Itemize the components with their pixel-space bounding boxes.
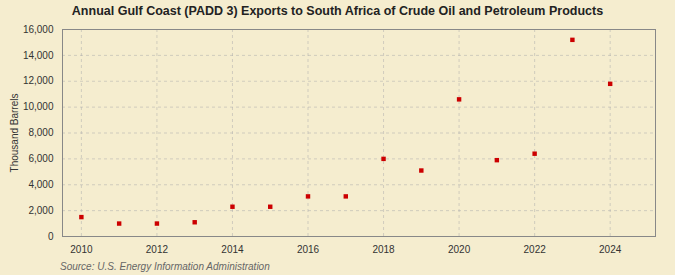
svg-text:4,000: 4,000 (28, 179, 53, 190)
html-text:Annual Gulf Coast (PADD 3) Exp: Annual Gulf Coast (PADD 3) Exports to So… (71, 4, 604, 18)
svg-text:2022: 2022 (524, 244, 547, 255)
svg-text:2,000: 2,000 (28, 205, 53, 216)
svg-text:10,000: 10,000 (23, 101, 54, 112)
svg-text:0: 0 (48, 231, 54, 242)
html-text:Source: U.S. Energy Informatio: Source: U.S. Energy Information Administ… (60, 261, 270, 272)
svg-text:2020: 2020 (448, 244, 471, 255)
svg-text:2012: 2012 (146, 244, 169, 255)
svg-text:8,000: 8,000 (28, 127, 53, 138)
svg-text:2024: 2024 (599, 244, 622, 255)
svg-text:2014: 2014 (221, 244, 244, 255)
svg-text:2016: 2016 (297, 244, 320, 255)
svg-text:2018: 2018 (372, 244, 395, 255)
svg-text:6,000: 6,000 (28, 153, 53, 164)
svg-text:16,000: 16,000 (23, 24, 54, 35)
svg-text:Thousand Barrels: Thousand Barrels (9, 94, 20, 173)
svg-text:2010: 2010 (70, 244, 93, 255)
svg-text:14,000: 14,000 (23, 50, 54, 61)
svg-text:12,000: 12,000 (23, 75, 54, 86)
